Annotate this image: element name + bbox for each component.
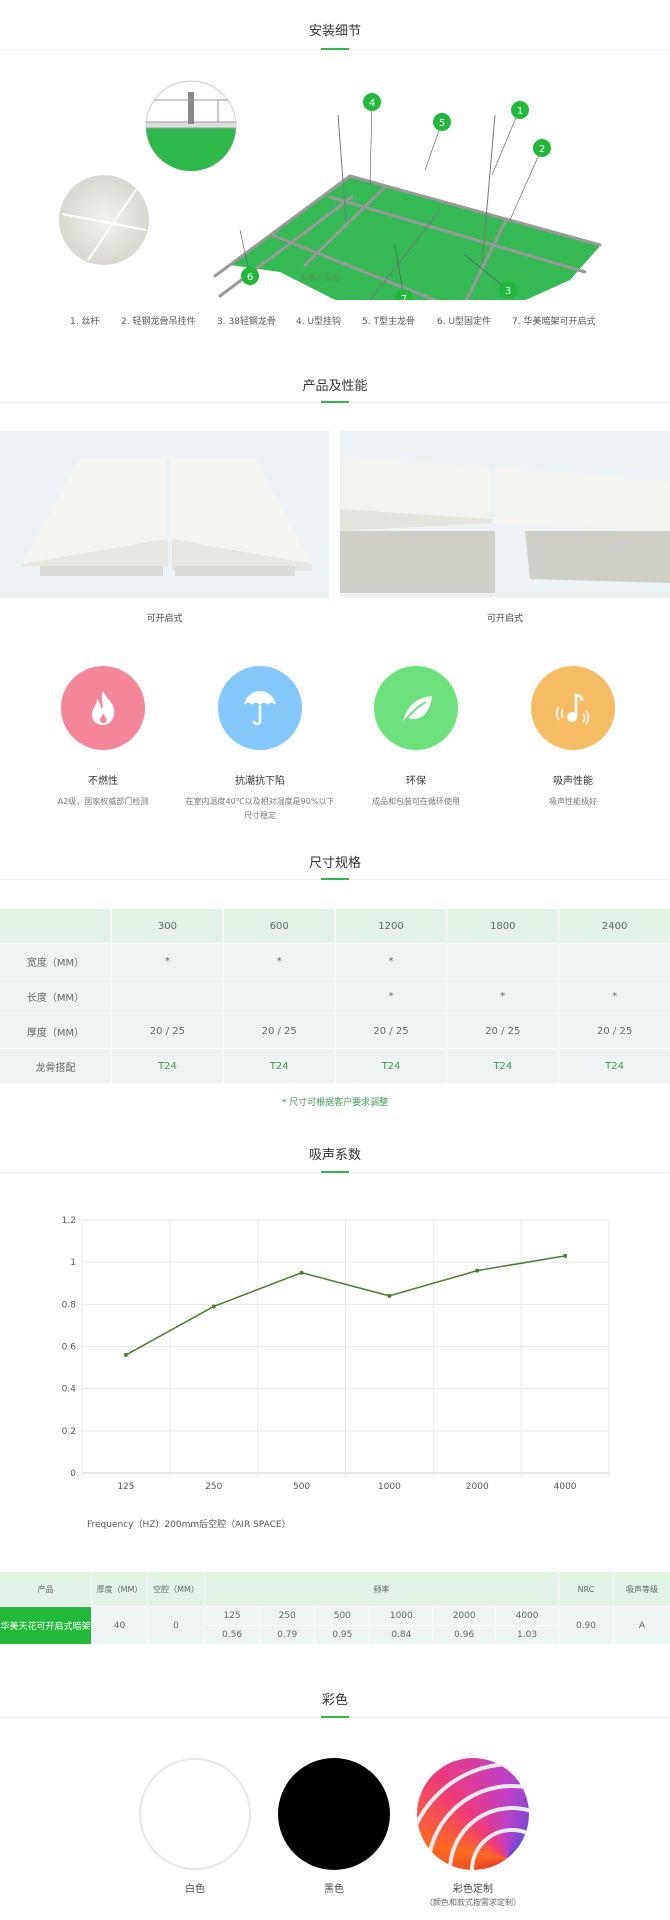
y-tick-label: 0 bbox=[70, 1469, 76, 1479]
callout-7: 7 bbox=[394, 244, 413, 300]
product-image-panels bbox=[0, 431, 329, 598]
x-tick-label: 125 bbox=[117, 1482, 134, 1492]
section-divider bbox=[0, 48, 670, 50]
section-title-product: 产品及性能 bbox=[302, 379, 368, 394]
chart-xlabel: Frequency（HZ）200mm后空腔（AIR SPACE） bbox=[87, 1520, 291, 1530]
svg-text:1: 1 bbox=[517, 106, 523, 117]
feature-title: 吸声性能 bbox=[553, 776, 593, 787]
product-image-edge bbox=[340, 431, 670, 598]
image-caption: 可开启式 bbox=[146, 614, 183, 624]
table-header-row: 300 600 1200 1800 2400 bbox=[0, 909, 670, 943]
absorption-table: 产品 厚度（MM） 空腔（MM） 频率 NRC 吸声等级 华美天花可开启式暗架 … bbox=[0, 1571, 670, 1645]
legend-item: 2. 轻钢龙骨吊挂件 bbox=[121, 317, 196, 327]
callout-3: 3 bbox=[464, 254, 517, 299]
y-tick-label: 0.6 bbox=[62, 1343, 77, 1353]
white-swatch[interactable] bbox=[139, 1758, 251, 1870]
callout-1: 1 bbox=[491, 101, 529, 176]
section-divider bbox=[0, 878, 670, 880]
feature-fireproof: 不燃性 A2级，国家权威部门检测 bbox=[13, 666, 193, 809]
feature-title: 不燃性 bbox=[88, 776, 118, 787]
music-note-icon bbox=[531, 666, 615, 750]
umbrella-icon bbox=[218, 666, 302, 750]
swatch-label: 白色 bbox=[185, 1884, 205, 1895]
legend-item: 7. 华美暗架可开启式 bbox=[512, 317, 596, 327]
swatch-sublabel: （颜色和款式按需求定制） bbox=[425, 1898, 521, 1907]
size-note: * 尺寸可根据客户要求调整 bbox=[281, 1098, 389, 1108]
y-tick-label: 1.2 bbox=[62, 1216, 76, 1226]
legend-item: 6. U型固定件 bbox=[437, 317, 492, 327]
custom-color-swatch[interactable] bbox=[417, 1758, 529, 1870]
leaf-icon bbox=[374, 666, 458, 750]
section-title-install: 安装细节 bbox=[308, 24, 361, 39]
callout-6: 6 bbox=[239, 229, 259, 285]
diagram-caption: 安装示意图 bbox=[300, 272, 340, 282]
svg-text:4: 4 bbox=[369, 98, 375, 109]
legend-item: 1. 丝杆 bbox=[70, 317, 100, 327]
data-point bbox=[563, 1253, 568, 1258]
installation-diagram: 1 2 3 4 5 6 7 安装示意图 bbox=[59, 80, 602, 300]
series-line bbox=[125, 1255, 566, 1356]
svg-text:5: 5 bbox=[439, 118, 445, 129]
callout-markers: 1 2 3 4 5 6 7 bbox=[239, 93, 551, 300]
product-name-cell: 华美天花可开启式暗架 bbox=[0, 1607, 91, 1644]
feature-title: 环保 bbox=[406, 776, 426, 787]
x-tick-label: 250 bbox=[205, 1482, 222, 1492]
fire-icon bbox=[61, 666, 145, 750]
data-point bbox=[387, 1293, 392, 1298]
data-point bbox=[299, 1270, 304, 1275]
y-tick-label: 0.8 bbox=[62, 1300, 77, 1310]
table-row: 0.56 0.79 0.95 0.84 0.96 1.03 bbox=[0, 1626, 670, 1644]
size-table: 300 600 1200 1800 2400 宽度（MM） * * * 长度（MM） * * * 厚… bbox=[0, 908, 670, 1084]
callout-2: 2 bbox=[509, 139, 551, 221]
x-tick-label: 2000 bbox=[466, 1482, 489, 1492]
legend-item: 3. 38轻钢龙骨 bbox=[217, 317, 276, 327]
callout-5: 5 bbox=[424, 113, 451, 171]
table-row: 厚度（MM） 20 / 25 20 / 25 20 / 25 20 / 25 20 / 2… bbox=[0, 1014, 670, 1048]
swatch-label: 黑色 bbox=[324, 1884, 344, 1895]
ceiling-texture-circle bbox=[59, 175, 149, 265]
feature-desc: 成品和包装可在循环使用 bbox=[372, 797, 460, 806]
y-tick-label: 1 bbox=[70, 1258, 76, 1268]
svg-text:7: 7 bbox=[401, 294, 407, 300]
feature-eco: 环保 成品和包装可在循环使用 bbox=[326, 666, 506, 809]
data-point bbox=[123, 1352, 128, 1357]
table-row: 宽度（MM） * * * bbox=[0, 944, 670, 978]
section-divider bbox=[0, 1716, 670, 1718]
y-tick-label: 0.2 bbox=[62, 1427, 76, 1437]
section-title-absorption: 吸声系数 bbox=[308, 1148, 361, 1163]
image-caption: 可开启式 bbox=[486, 614, 523, 624]
ceiling-grid-illustration bbox=[213, 114, 602, 300]
black-swatch[interactable] bbox=[278, 1758, 390, 1870]
x-tick-label: 500 bbox=[293, 1482, 310, 1492]
table-header-row: 产品 厚度（MM） 空腔（MM） 频率 NRC 吸声等级 bbox=[0, 1572, 670, 1606]
absorption-chart: 0 0.2 0.4 0.6 0.8 1 1.2 125 250 500 1000 2000 4000 bbox=[62, 1216, 610, 1492]
section-divider bbox=[0, 401, 670, 403]
table-row: 长度（MM） * * * bbox=[0, 979, 670, 1013]
section-divider bbox=[0, 1171, 670, 1173]
feature-title: 抗潮抗下陷 bbox=[235, 776, 285, 787]
svg-text:3: 3 bbox=[505, 286, 511, 297]
feature-desc: 在室内温度40℃以及相对湿度是90%以下 尺寸稳定 bbox=[185, 797, 335, 820]
feature-desc: 吸声性能极好 bbox=[549, 797, 597, 806]
table-row: 龙骨搭配 T24 T24 T24 T24 T24 bbox=[0, 1049, 670, 1083]
legend-item: 4. U型挂钩 bbox=[296, 317, 342, 327]
feature-acoustic: 吸声性能 吸声性能极好 bbox=[483, 666, 663, 809]
section-title-colors: 彩色 bbox=[321, 1693, 348, 1708]
svg-text:6: 6 bbox=[247, 272, 253, 283]
x-tick-label: 1000 bbox=[378, 1482, 401, 1492]
x-tick-label: 4000 bbox=[554, 1482, 577, 1492]
callout-4: 4 bbox=[363, 93, 381, 186]
table-row: 华美天花可开启式暗架 40 0 125 250 500 1000 2000 4000 0.… bbox=[0, 1607, 670, 1644]
section-title-size: 尺寸规格 bbox=[308, 856, 361, 871]
detail-inset-circle bbox=[145, 80, 237, 172]
feature-desc: A2级，国家权威部门检测 bbox=[57, 797, 149, 806]
data-point bbox=[211, 1304, 216, 1309]
y-tick-label: 0.4 bbox=[62, 1385, 77, 1395]
data-point bbox=[475, 1268, 480, 1273]
swatch-label: 彩色定制 bbox=[453, 1884, 493, 1895]
feature-moisture: 抗潮抗下陷 在室内温度40℃以及相对湿度是90%以下 尺寸稳定 bbox=[170, 666, 350, 823]
legend-item: 5. T型主龙骨 bbox=[362, 317, 415, 327]
svg-text:2: 2 bbox=[539, 144, 545, 155]
